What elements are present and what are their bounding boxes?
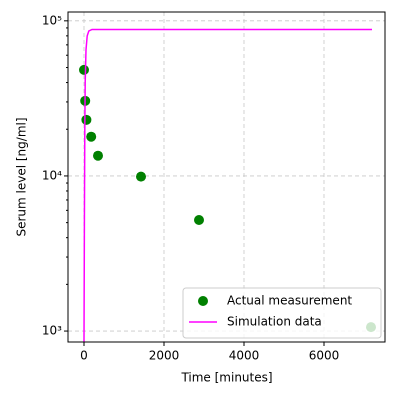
data-point	[79, 64, 89, 75]
data-point	[86, 131, 97, 142]
legend-box	[182, 287, 382, 339]
y-tick-label: 10³	[42, 324, 62, 338]
legend-label: Simulation data	[227, 315, 322, 329]
x-tick-label: 6000	[309, 349, 340, 363]
legend-label: Actual measurement	[227, 294, 352, 308]
x-tick-label: 4000	[229, 349, 260, 363]
simulation-line	[83, 28, 372, 342]
x-tick-label: 2000	[149, 349, 180, 363]
y-tick-label: 10⁵	[42, 13, 62, 27]
y-tick-label: 10⁴	[42, 168, 62, 182]
data-point	[194, 214, 204, 225]
data-point	[81, 114, 92, 125]
x-tick-label: 0	[80, 349, 88, 363]
y-axis-label: Serum level [ng/ml]	[15, 117, 29, 236]
data-point	[93, 150, 103, 161]
plot-frame	[67, 11, 386, 343]
x-axis-label: Time [minutes]	[180, 371, 272, 385]
legend-swatch	[198, 296, 208, 306]
data-point	[136, 171, 146, 182]
